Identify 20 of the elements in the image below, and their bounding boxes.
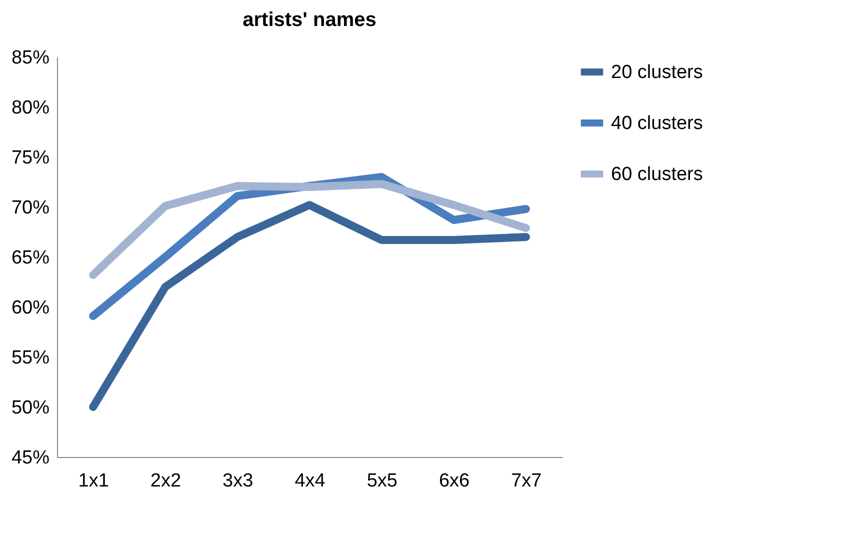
y-tick-label: 45% <box>11 448 50 468</box>
y-tick-label: 70% <box>11 198 50 218</box>
legend-label: 40 clusters <box>611 113 703 134</box>
y-tick-label: 65% <box>11 248 50 268</box>
legend-label: 60 clusters <box>611 164 703 185</box>
y-tick-label: 60% <box>11 298 50 318</box>
x-tick-label: 4x4 <box>294 470 326 492</box>
y-tick-label: 55% <box>11 348 50 368</box>
chart-title: artists' names <box>242 9 376 31</box>
x-tick-label: 6x6 <box>438 470 470 492</box>
x-tick-label: 1x1 <box>78 470 109 492</box>
y-tick-label: 50% <box>11 398 50 418</box>
x-tick-label: 2x2 <box>150 470 182 492</box>
x-tick-label: 3x3 <box>222 470 254 492</box>
y-tick-label: 85% <box>11 48 50 68</box>
x-tick-label: 5x5 <box>366 470 398 492</box>
x-tick-label: 7x7 <box>511 470 542 492</box>
y-tick-label: 80% <box>11 98 50 118</box>
y-tick-label: 75% <box>11 148 50 168</box>
legend-label: 20 clusters <box>611 62 703 83</box>
